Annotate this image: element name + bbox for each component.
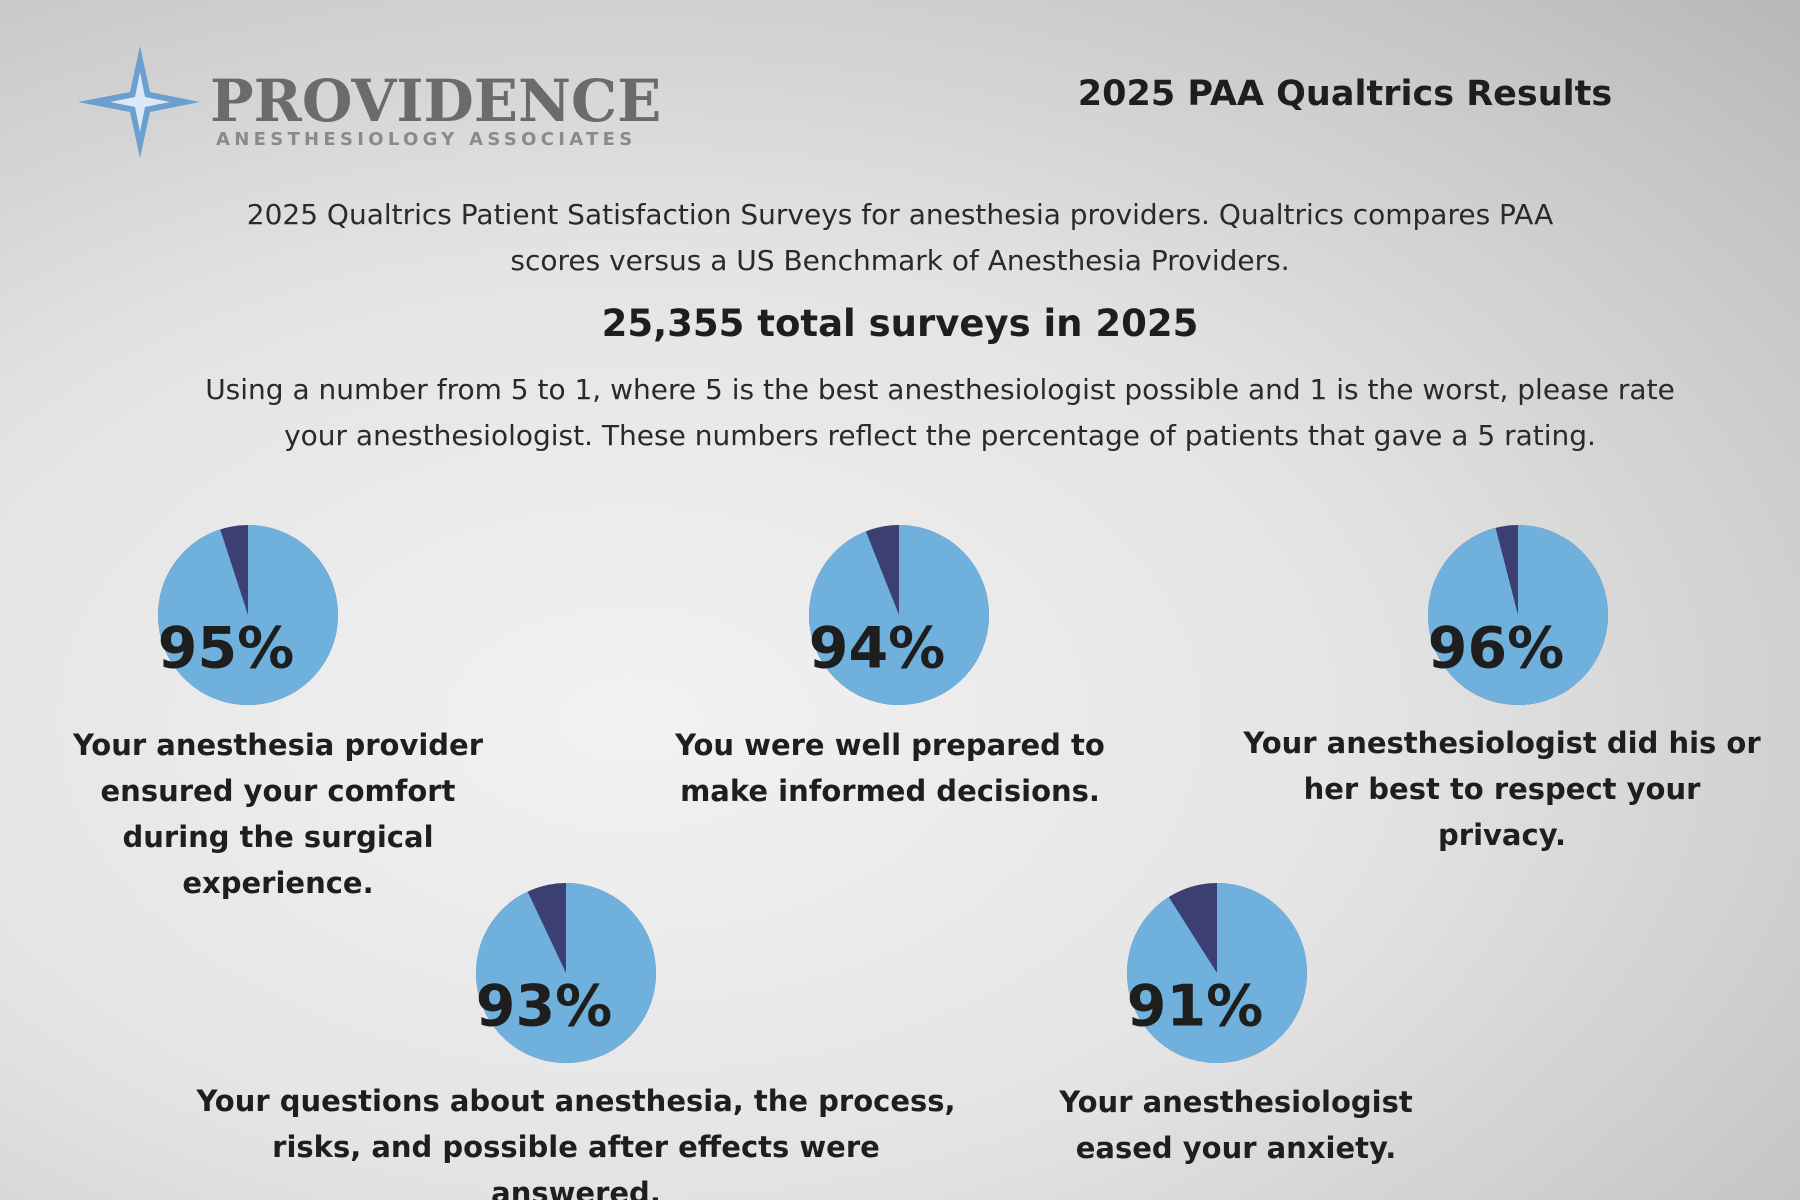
pie-value-label: 94% xyxy=(809,616,945,682)
logo-star xyxy=(78,46,200,158)
pie-caption: Your anesthesiologist did his or her bes… xyxy=(1243,726,1761,852)
pie-slice xyxy=(476,883,656,1064)
pie-value-label: 93% xyxy=(476,974,612,1040)
header-title: 2025 PAA Qualtrics Results xyxy=(1077,74,1613,114)
pie-caption: Your questions about anesthesia, the pro… xyxy=(196,1084,956,1200)
pie-slice xyxy=(157,525,338,705)
pie-value-label: 95% xyxy=(158,616,294,682)
pie-caption: Your anesthesia provider ensured your co… xyxy=(72,728,484,900)
pie-slice xyxy=(1127,883,1307,1063)
pie-caption: Your anesthesiologist eased your anxiety… xyxy=(1059,1085,1413,1165)
pie-value-label: 96% xyxy=(1428,616,1564,682)
pies: 95% 94% 96% 93% 91% xyxy=(157,525,1608,1064)
question: Using a number from 5 to 1, where 5 is t… xyxy=(205,373,1675,452)
pie-slice xyxy=(809,525,990,705)
intro: 2025 Qualtrics Patient Satisfaction Surv… xyxy=(246,198,1554,277)
pie-value-label: 91% xyxy=(1127,974,1263,1040)
total-surveys: 25,355 total surveys in 2025 xyxy=(601,302,1199,345)
logo-name: PROVIDENCE xyxy=(210,67,661,135)
pie-slice xyxy=(1428,525,1608,706)
pie-caption: You were well prepared to make informed … xyxy=(675,728,1105,808)
logo-tagline: ANESTHESIOLOGY ASSOCIATES xyxy=(216,129,637,150)
